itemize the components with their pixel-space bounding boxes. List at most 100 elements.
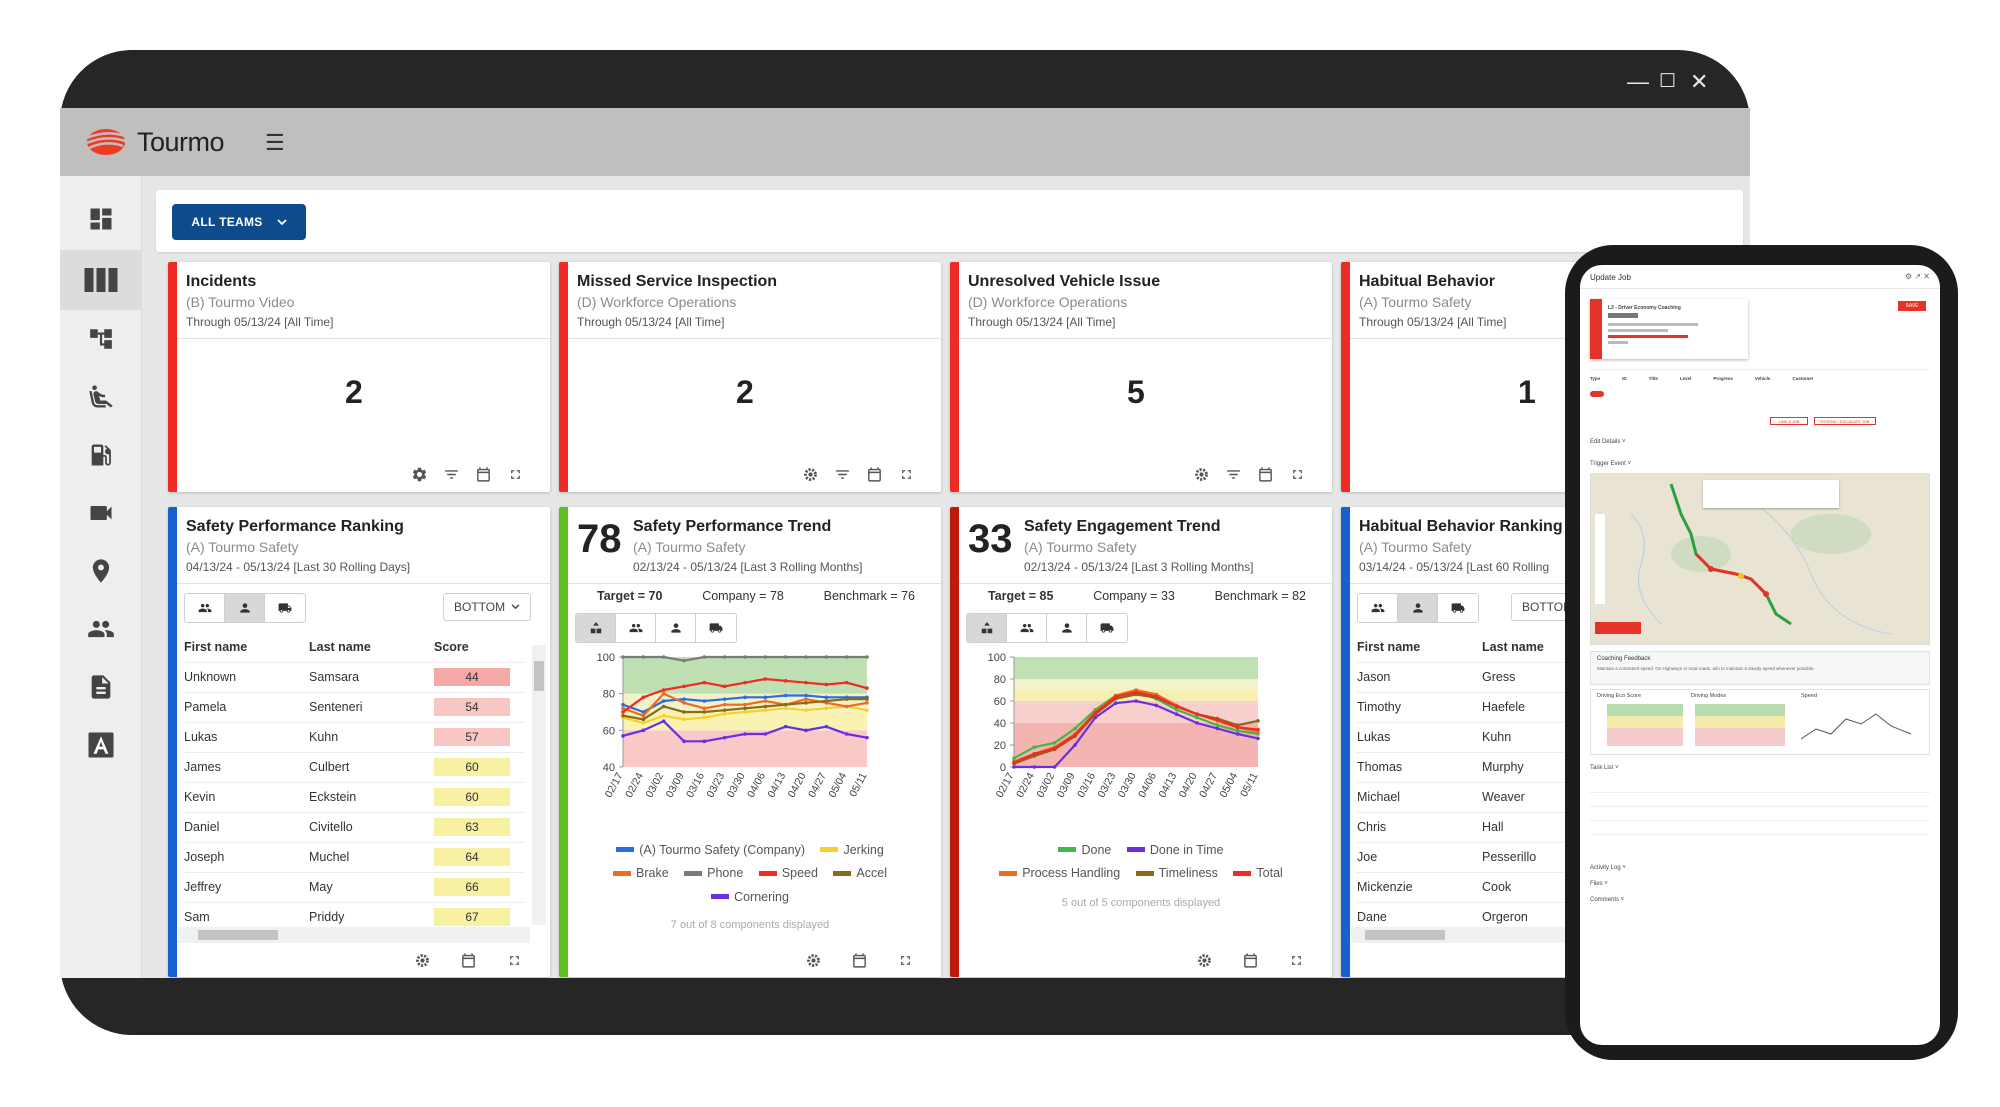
trip-map[interactable] bbox=[1590, 473, 1930, 645]
gear-icon[interactable] bbox=[1194, 950, 1214, 970]
table-row[interactable]: Pamela Senteneri 54 bbox=[184, 691, 524, 722]
fullscreen-icon[interactable] bbox=[895, 950, 915, 970]
escalate-job-button[interactable]: EXTEND / ESCALATE JOB bbox=[1814, 417, 1876, 425]
col-last-name[interactable]: Last name bbox=[309, 639, 371, 654]
table-row[interactable]: Sam Priddy 67 bbox=[184, 901, 524, 932]
table-row[interactable]: Joe Pesserillo bbox=[1357, 841, 1577, 872]
group-toggle[interactable] bbox=[1357, 593, 1479, 623]
table-row[interactable]: Dane Orgeron bbox=[1357, 901, 1577, 932]
save-button[interactable]: SAVE bbox=[1898, 301, 1926, 311]
table-row[interactable]: Lukas Kuhn bbox=[1357, 721, 1577, 752]
person-icon[interactable] bbox=[656, 614, 696, 642]
table-row[interactable]: Lukas Kuhn 57 bbox=[184, 721, 524, 752]
group-toggle[interactable] bbox=[966, 613, 1128, 643]
person-icon[interactable] bbox=[225, 594, 265, 622]
filter-icon[interactable] bbox=[441, 464, 461, 484]
nav-camera-icon[interactable] bbox=[60, 484, 141, 542]
all-teams-button[interactable]: ALL TEAMS bbox=[172, 204, 306, 240]
table-row[interactable]: Chris Hall bbox=[1357, 811, 1577, 842]
maximize-icon[interactable]: ☐ bbox=[1659, 71, 1677, 92]
horizontal-scrollbar[interactable] bbox=[1351, 927, 1579, 943]
table-row[interactable]: Jason Gress bbox=[1357, 661, 1577, 692]
fullscreen-icon[interactable] bbox=[504, 950, 524, 970]
person-icon[interactable] bbox=[1047, 614, 1087, 642]
gear-icon[interactable] bbox=[803, 950, 823, 970]
kpi-card-incidents[interactable]: Incidents (B) Tourmo Video Through 05/13… bbox=[168, 262, 550, 492]
menu-icon[interactable]: ☰ bbox=[265, 130, 285, 155]
nav-columns-icon[interactable] bbox=[60, 250, 141, 310]
section-files[interactable]: Files ˅ bbox=[1590, 881, 1608, 887]
team-icon[interactable] bbox=[185, 594, 225, 622]
job-summary-card[interactable]: L3 - Driver Economy Coaching bbox=[1590, 299, 1748, 359]
legend-item[interactable]: Cornering bbox=[711, 886, 789, 908]
truck-icon[interactable] bbox=[1087, 614, 1127, 642]
fullscreen-icon[interactable] bbox=[1286, 950, 1306, 970]
nav-fuel-icon[interactable] bbox=[60, 426, 141, 484]
table-row[interactable]: Jeffrey May 66 bbox=[184, 871, 524, 902]
table-row[interactable]: Daniel Civitello 63 bbox=[184, 811, 524, 842]
legend-item[interactable]: (A) Tourmo Safety (Company) bbox=[616, 839, 805, 861]
team-icon[interactable] bbox=[616, 614, 656, 642]
truck-icon[interactable] bbox=[265, 594, 305, 622]
legend-item[interactable]: Done in Time bbox=[1126, 839, 1224, 861]
engagement-trend-card[interactable]: 33 Safety Engagement Trend (A) Tourmo Sa… bbox=[950, 507, 1332, 977]
nav-font-icon[interactable] bbox=[60, 716, 141, 774]
filter-icon[interactable] bbox=[1223, 464, 1243, 484]
nav-dashboard-icon[interactable] bbox=[60, 190, 141, 248]
truck-icon[interactable] bbox=[696, 614, 736, 642]
fullscreen-icon[interactable] bbox=[505, 464, 525, 484]
section-task-list[interactable]: Task List ˅ bbox=[1590, 765, 1619, 771]
legend-item[interactable]: Done bbox=[1058, 839, 1111, 861]
safety-ranking-card[interactable]: Safety Performance Ranking (A) Tourmo Sa… bbox=[168, 507, 550, 977]
col-first-name[interactable]: First name bbox=[184, 639, 248, 654]
nav-seat-icon[interactable] bbox=[60, 368, 141, 426]
section-edit-details[interactable]: Edit Details ˅ bbox=[1590, 439, 1626, 445]
col-score[interactable]: Score bbox=[434, 639, 469, 654]
person-icon[interactable] bbox=[1398, 594, 1438, 622]
legend-item[interactable]: Total bbox=[1233, 862, 1283, 884]
table-row[interactable]: Thomas Murphy bbox=[1357, 751, 1577, 782]
legend-item[interactable]: Jerking bbox=[820, 839, 884, 861]
safety-trend-card[interactable]: 78 Safety Performance Trend (A) Tourmo S… bbox=[559, 507, 941, 977]
calendar-icon[interactable] bbox=[1240, 950, 1260, 970]
fullscreen-icon[interactable] bbox=[1287, 464, 1307, 484]
nav-document-icon[interactable] bbox=[60, 658, 141, 716]
org-icon[interactable] bbox=[967, 614, 1007, 642]
calendar-icon[interactable] bbox=[1255, 464, 1275, 484]
legend-item[interactable]: Process Handling bbox=[999, 862, 1120, 884]
calendar-icon[interactable] bbox=[473, 464, 493, 484]
gear-icon[interactable] bbox=[409, 464, 429, 484]
group-toggle[interactable] bbox=[575, 613, 737, 643]
team-icon[interactable] bbox=[1007, 614, 1047, 642]
table-row[interactable]: Michael Weaver bbox=[1357, 781, 1577, 812]
horizontal-scrollbar[interactable] bbox=[178, 927, 530, 943]
nav-hierarchy-icon[interactable] bbox=[60, 310, 141, 368]
kpi-card-missed-service[interactable]: Missed Service Inspection (D) Workforce … bbox=[559, 262, 941, 492]
calendar-icon[interactable] bbox=[864, 464, 884, 484]
truck-icon[interactable] bbox=[1438, 594, 1478, 622]
close-icon[interactable]: ✕ bbox=[1690, 69, 1709, 94]
table-row[interactable]: Timothy Haefele bbox=[1357, 691, 1577, 722]
calendar-icon[interactable] bbox=[849, 950, 869, 970]
table-row[interactable]: Mickenzie Cook bbox=[1357, 871, 1577, 902]
vertical-scrollbar[interactable] bbox=[532, 645, 546, 925]
col-first-name[interactable]: First name bbox=[1357, 639, 1421, 654]
minimize-icon[interactable]: — bbox=[1627, 69, 1649, 94]
table-row[interactable]: James Culbert 60 bbox=[184, 751, 524, 782]
table-row[interactable]: Kevin Eckstein 60 bbox=[184, 781, 524, 812]
group-toggle[interactable] bbox=[184, 593, 306, 623]
nav-people-icon[interactable] bbox=[60, 600, 141, 658]
col-last-name[interactable]: Last name bbox=[1482, 639, 1544, 654]
legend-item[interactable]: Timeliness bbox=[1135, 862, 1218, 884]
legend-item[interactable]: Brake bbox=[613, 862, 669, 884]
gear-icon[interactable] bbox=[800, 464, 820, 484]
section-comments[interactable]: Comments ˅ bbox=[1590, 897, 1625, 903]
kpi-card-unresolved-vehicle[interactable]: Unresolved Vehicle Issue (D) Workforce O… bbox=[950, 262, 1332, 492]
brand-logo[interactable]: Tourmo bbox=[85, 126, 225, 158]
org-icon[interactable] bbox=[576, 614, 616, 642]
nav-location-icon[interactable] bbox=[60, 542, 141, 600]
section-activity-log[interactable]: Activity Log ˅ bbox=[1590, 865, 1626, 871]
phone-close-icon[interactable]: ⚙ ↗ ✕ bbox=[1904, 272, 1930, 281]
legend-item[interactable]: Speed bbox=[758, 862, 818, 884]
fullscreen-icon[interactable] bbox=[896, 464, 916, 484]
